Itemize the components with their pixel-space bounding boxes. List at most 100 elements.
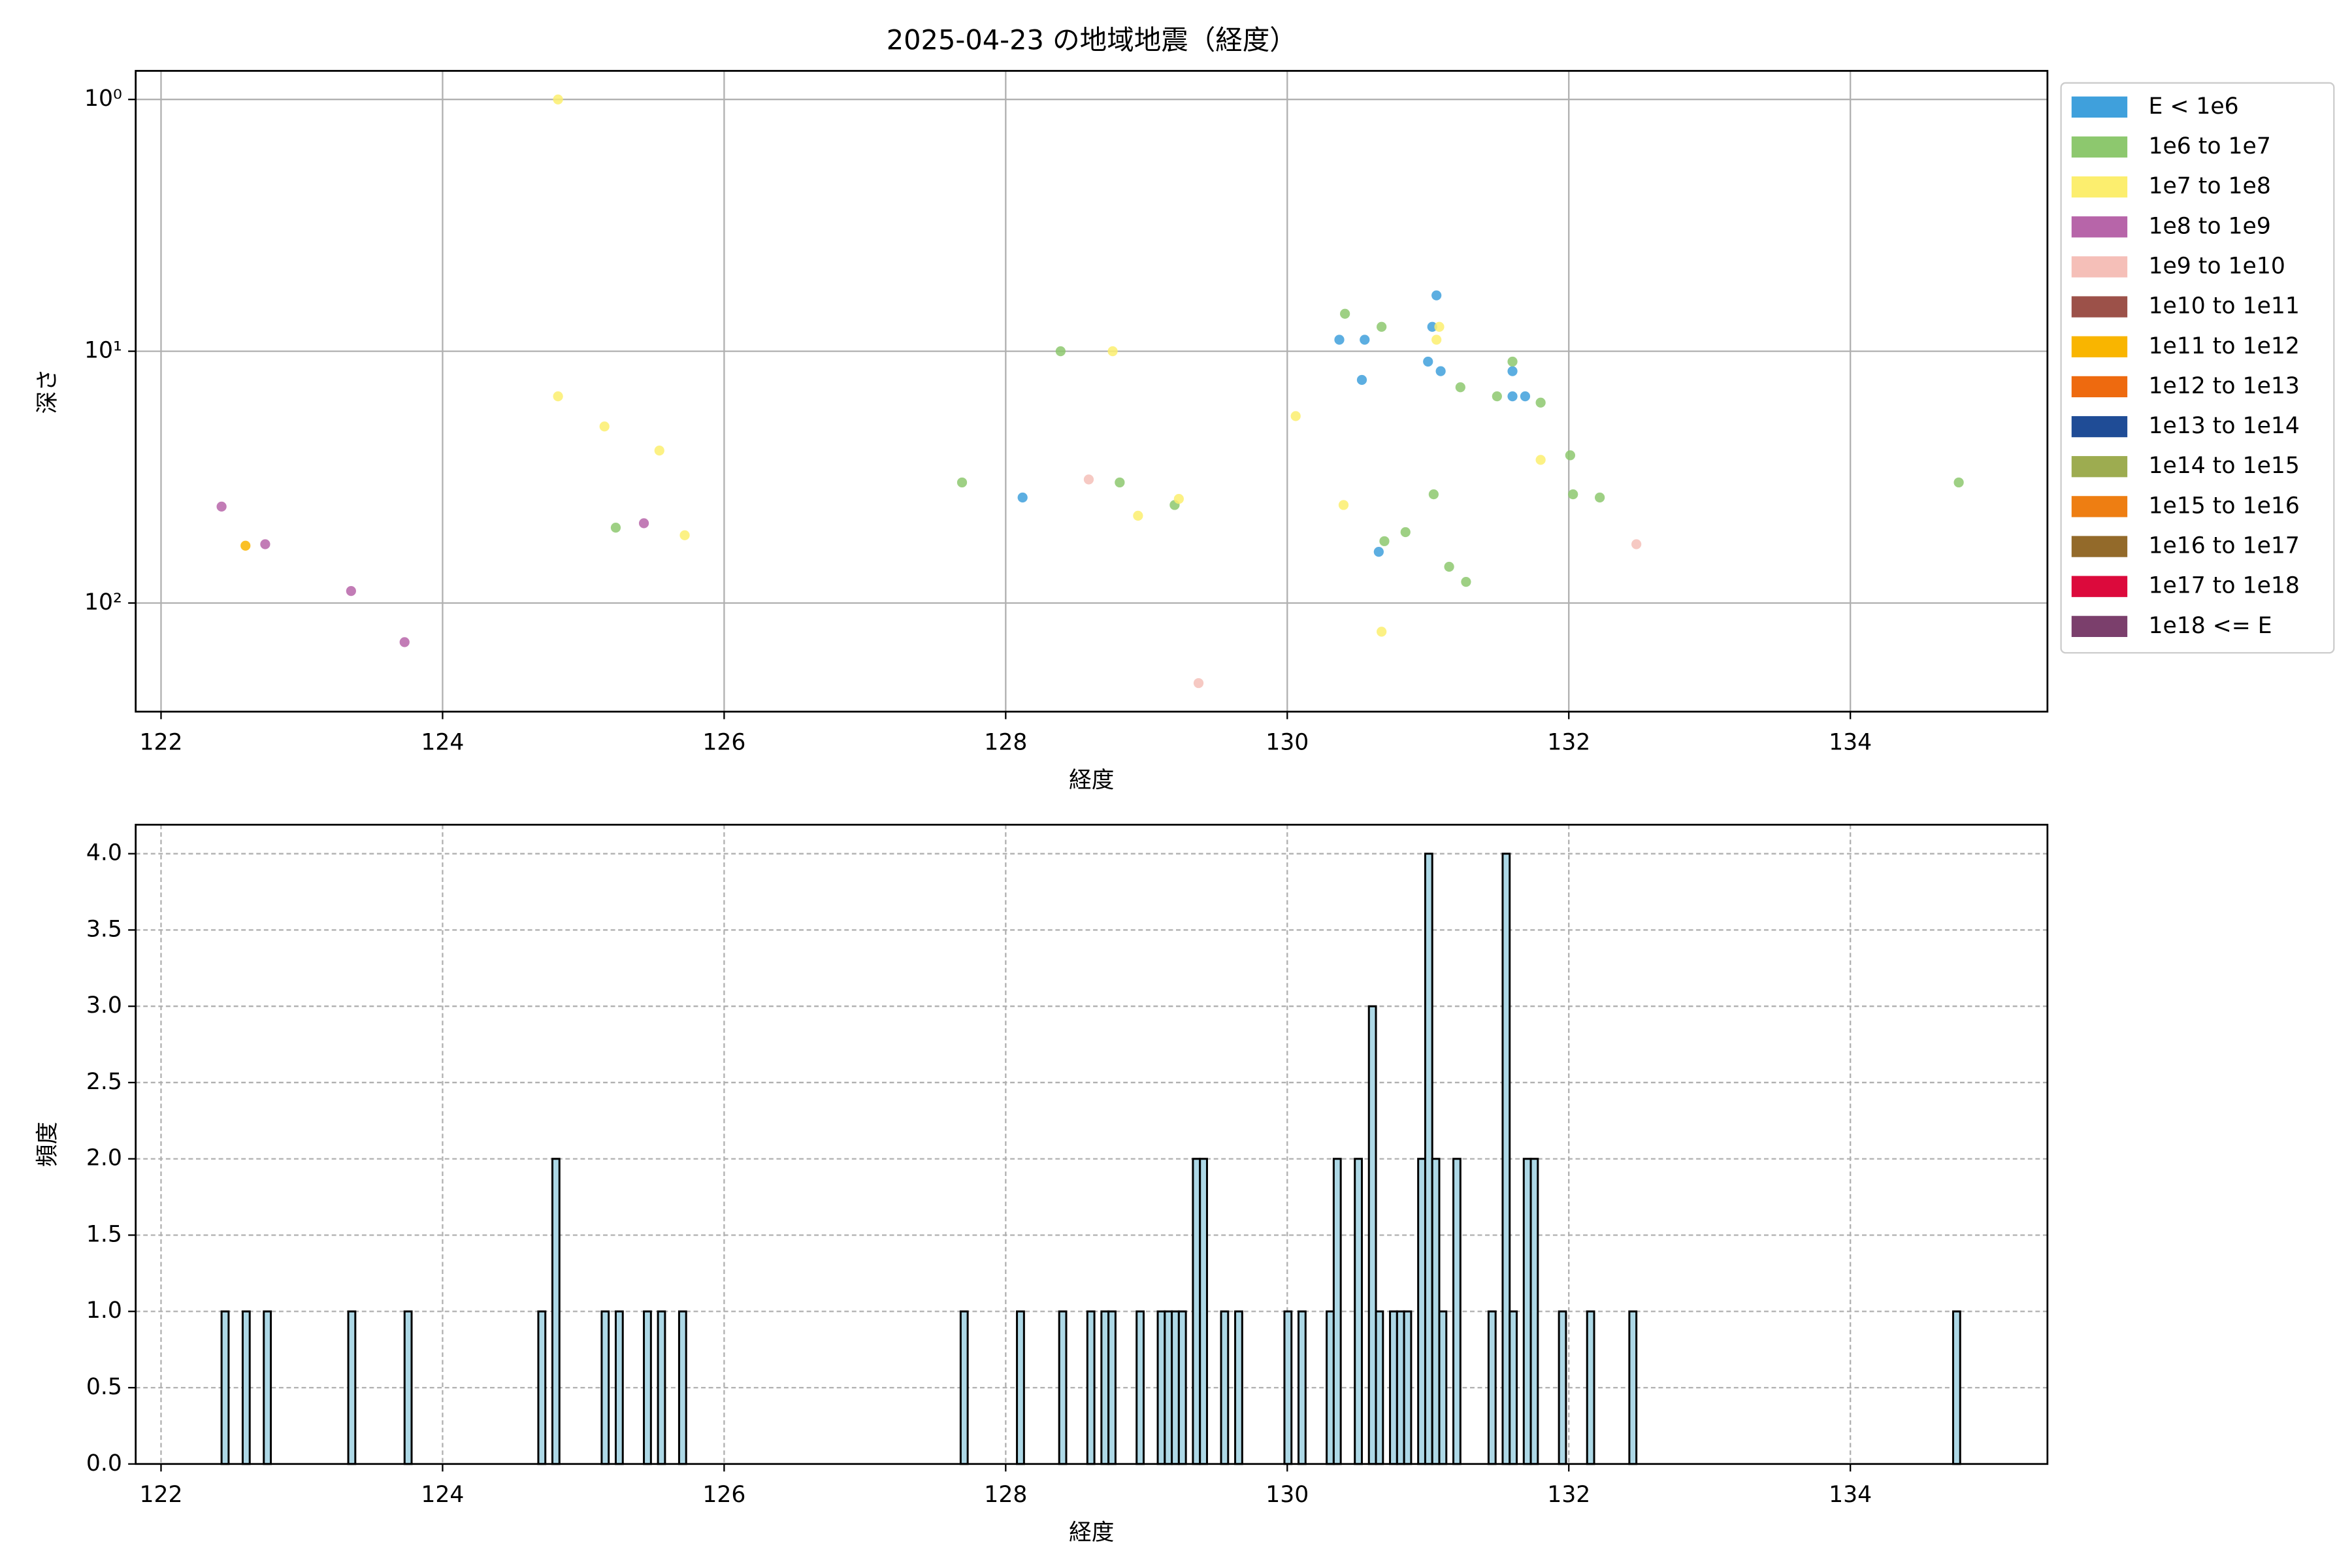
- data-point: [679, 530, 690, 540]
- y-tick-label: 4.0: [86, 840, 122, 866]
- y-tick-label: 3.5: [86, 916, 122, 942]
- data-point: [1338, 500, 1349, 510]
- legend-label: 1e18 <= E: [2148, 613, 2272, 639]
- data-point: [1107, 346, 1118, 357]
- histogram-bar: [657, 1310, 666, 1465]
- histogram-bar: [1332, 1158, 1342, 1465]
- data-point: [1535, 455, 1546, 465]
- histogram-bar: [1628, 1310, 1638, 1465]
- data-point: [1535, 397, 1546, 408]
- histogram-bar: [1354, 1158, 1363, 1465]
- histogram-bar: [1058, 1310, 1068, 1465]
- data-point: [216, 501, 227, 512]
- histogram-bar: [220, 1310, 230, 1465]
- y-tick-label: 10¹: [84, 338, 122, 364]
- data-point: [1631, 539, 1642, 549]
- histogram-bar: [1234, 1310, 1243, 1465]
- data-point: [1507, 366, 1518, 376]
- data-point: [1492, 391, 1502, 402]
- histogram-bar: [403, 1310, 413, 1465]
- legend-swatch: [2071, 496, 2128, 517]
- histogram-bar: [1086, 1310, 1096, 1465]
- histogram-bar: [347, 1310, 357, 1465]
- data-point: [1507, 391, 1518, 402]
- data-point: [1461, 576, 1471, 587]
- legend-swatch: [2071, 96, 2128, 118]
- x-tick-label: 124: [421, 730, 464, 756]
- legend-label: 1e16 to 1e17: [2148, 533, 2299, 559]
- histogram-bar: [1164, 1310, 1173, 1465]
- y-tick-label: 1.0: [86, 1298, 122, 1324]
- data-point: [1340, 308, 1350, 319]
- x-tick-label: 128: [984, 1482, 1027, 1508]
- data-point: [654, 445, 664, 456]
- x-tick-label: 132: [1547, 730, 1590, 756]
- x-tick-label: 130: [1266, 730, 1309, 756]
- legend-swatch: [2071, 456, 2128, 478]
- data-point: [1373, 546, 1384, 557]
- x-tick-label: 134: [1829, 730, 1872, 756]
- legend-swatch: [2071, 536, 2128, 557]
- legend-swatch: [2071, 176, 2128, 198]
- data-point: [1520, 391, 1531, 402]
- data-point: [1431, 290, 1442, 301]
- data-point: [1428, 489, 1439, 500]
- data-point: [553, 391, 563, 402]
- legend-swatch: [2071, 256, 2128, 278]
- histogram-bar: [1586, 1310, 1595, 1465]
- histogram-bar: [1135, 1310, 1145, 1465]
- data-point: [956, 477, 968, 488]
- histogram-bar: [1220, 1310, 1230, 1465]
- histogram-bar: [1156, 1310, 1166, 1465]
- x-tick-label: 132: [1547, 1482, 1590, 1508]
- histogram-bar: [600, 1310, 610, 1465]
- data-point: [553, 94, 563, 105]
- data-point: [638, 518, 649, 529]
- data-point: [1434, 321, 1445, 332]
- histogram-bar: [614, 1310, 624, 1465]
- legend-label: 1e11 to 1e12: [2148, 333, 2299, 359]
- data-point: [599, 421, 610, 432]
- data-point: [1360, 335, 1370, 345]
- histogram-bar: [1529, 1158, 1539, 1465]
- legend-label: 1e10 to 1e11: [2148, 293, 2299, 319]
- x-tick-label: 128: [984, 730, 1027, 756]
- data-point: [1568, 489, 1578, 500]
- legend-label: 1e17 to 1e18: [2148, 573, 2299, 599]
- histogram-bar: [241, 1310, 251, 1465]
- legend-swatch: [2071, 416, 2128, 438]
- data-point: [1017, 492, 1028, 503]
- y-tick-label: 0.5: [86, 1374, 122, 1400]
- data-point: [1377, 627, 1387, 637]
- y-axis-label: 深さ: [35, 368, 61, 414]
- legend-swatch: [2071, 336, 2128, 357]
- data-point: [1595, 492, 1605, 503]
- histogram-bar: [1522, 1158, 1532, 1465]
- data-point: [260, 539, 270, 549]
- histogram-bar: [1431, 1158, 1441, 1465]
- histogram-bar: [263, 1310, 272, 1465]
- histogram-bar: [1177, 1310, 1187, 1465]
- legend-label: 1e6 to 1e7: [2148, 133, 2270, 159]
- data-point: [1173, 494, 1184, 504]
- plot-frame: [135, 70, 2049, 713]
- y-tick-label: 10⁰: [84, 86, 122, 112]
- data-point: [1427, 321, 1437, 332]
- y-tick-label: 3.0: [86, 992, 122, 1019]
- histogram-bar: [1107, 1310, 1117, 1465]
- data-point: [1115, 477, 1125, 488]
- histogram-bar: [1016, 1310, 1025, 1465]
- y-tick-label: 1.5: [86, 1221, 122, 1247]
- legend-swatch: [2071, 296, 2128, 318]
- histogram-bar: [959, 1310, 969, 1465]
- y-tick-label: 0.0: [86, 1450, 122, 1477]
- legend-label: 1e9 to 1e10: [2148, 253, 2285, 279]
- x-axis-label: 経度: [1069, 1520, 1114, 1546]
- data-point: [1356, 374, 1367, 385]
- histogram-bar: [1199, 1158, 1208, 1465]
- legend-label: 1e8 to 1e9: [2148, 213, 2270, 239]
- legend-swatch: [2071, 376, 2128, 398]
- histogram-bar: [551, 1158, 561, 1465]
